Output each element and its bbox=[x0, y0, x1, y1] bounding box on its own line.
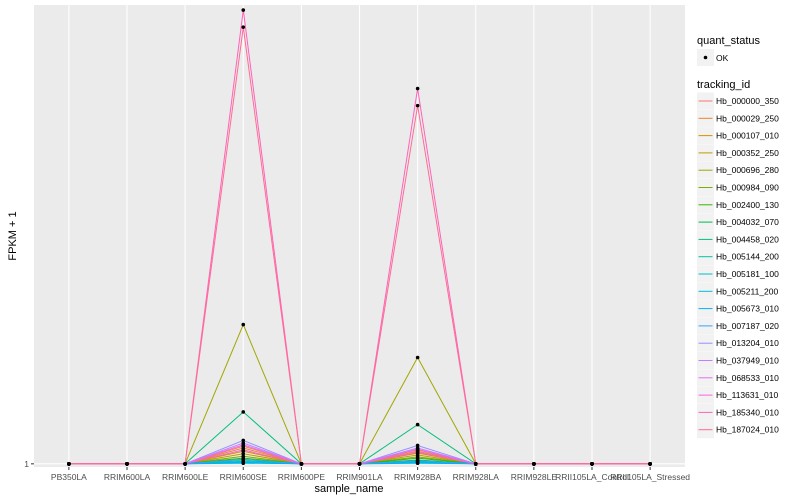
legend-label: Hb_005211_200 bbox=[716, 286, 779, 296]
x-tick-label: RRIM600LA bbox=[104, 472, 151, 482]
legend-label: Hb_037949_010 bbox=[716, 356, 779, 366]
data-point bbox=[241, 410, 246, 414]
grid-lines bbox=[34, 5, 685, 467]
data-point bbox=[415, 355, 420, 360]
data-point bbox=[241, 457, 246, 462]
data-point bbox=[67, 462, 71, 466]
data-point bbox=[241, 461, 246, 466]
data-point bbox=[415, 86, 420, 91]
legend-label: Hb_185340_010 bbox=[716, 407, 779, 417]
legend-label: Hb_004032_070 bbox=[716, 217, 779, 227]
x-tick-label: RRIM600LE bbox=[162, 472, 209, 482]
data-point bbox=[241, 443, 246, 447]
x-tick-label: RRII105LA_Stressed bbox=[610, 472, 690, 482]
x-tick-label: PB350LA bbox=[51, 472, 87, 482]
legend-title-color: tracking_id bbox=[697, 79, 750, 91]
data-point bbox=[241, 438, 246, 443]
x-tick-label: RRIM928LA bbox=[453, 472, 500, 482]
legend-label: Hb_187024_010 bbox=[716, 425, 779, 435]
data-point bbox=[415, 461, 420, 466]
data-point bbox=[415, 443, 420, 448]
legend-label: Hb_005144_200 bbox=[716, 252, 779, 262]
legend-label: Hb_068533_010 bbox=[716, 373, 779, 383]
x-axis-title: sample_name bbox=[314, 483, 383, 495]
data-point bbox=[473, 462, 478, 466]
data-point bbox=[415, 422, 420, 427]
data-point bbox=[299, 462, 304, 466]
data-point bbox=[357, 462, 362, 466]
legend-label: OK bbox=[716, 53, 729, 63]
data-point bbox=[590, 462, 594, 466]
x-tick-label: RRIM600SE bbox=[220, 472, 268, 482]
data-point bbox=[241, 451, 246, 456]
legend-label: Hb_005673_010 bbox=[716, 304, 779, 314]
legend-label: Hb_000000_350 bbox=[716, 96, 779, 106]
x-tick-label: RRIM600PE bbox=[278, 472, 326, 482]
x-tick-label: RRIM901LA bbox=[336, 472, 383, 482]
data-points bbox=[67, 8, 652, 466]
legend-label: Hb_113631_010 bbox=[716, 390, 779, 400]
legend-label: Hb_013204_010 bbox=[716, 338, 779, 348]
legend-label: Hb_000984_090 bbox=[716, 183, 779, 193]
legend-label: Hb_005181_100 bbox=[716, 269, 779, 279]
y-axis-title: FPKM + 1 bbox=[7, 211, 19, 260]
data-point bbox=[241, 8, 246, 12]
legend-label: Hb_002400_130 bbox=[716, 200, 779, 210]
x-tick-label: RRIM928BA bbox=[394, 472, 442, 482]
legend-color-items: Hb_000000_350 Hb_000029_250 Hb_000107_010 H… bbox=[697, 92, 779, 439]
legend-title-shape: quant_status bbox=[697, 35, 760, 47]
legend-label: Hb_000696_280 bbox=[716, 165, 779, 175]
legend-shape-items: OK bbox=[697, 49, 729, 66]
data-point bbox=[183, 462, 187, 466]
data-point bbox=[241, 448, 246, 452]
data-point bbox=[415, 103, 420, 108]
data-point bbox=[415, 458, 420, 463]
legend-label: Hb_000107_010 bbox=[716, 131, 779, 141]
data-point bbox=[532, 462, 536, 466]
axes: PB350LA RRIM600LA RRIM600LE RRIM600SE RRIM60… bbox=[24, 459, 690, 482]
legend: quant_status OK tracking_id Hb_000000_35… bbox=[697, 35, 779, 439]
legend-label: Hb_000029_250 bbox=[716, 113, 779, 123]
data-point bbox=[648, 462, 652, 466]
data-point bbox=[415, 450, 420, 455]
legend-label: Hb_004458_020 bbox=[716, 234, 779, 244]
y-tick-label: 1 bbox=[24, 459, 29, 469]
legend-label: Hb_000352_250 bbox=[716, 148, 779, 158]
legend-label: Hb_007187_020 bbox=[716, 321, 779, 331]
data-point bbox=[241, 25, 246, 29]
data-point bbox=[415, 447, 420, 452]
legend-point-key bbox=[703, 55, 708, 60]
x-tick-label: RRIM928LE bbox=[511, 472, 558, 482]
data-point bbox=[241, 322, 246, 327]
data-point bbox=[125, 462, 129, 466]
x-tick-label: RRII105LA_Control bbox=[555, 472, 629, 482]
